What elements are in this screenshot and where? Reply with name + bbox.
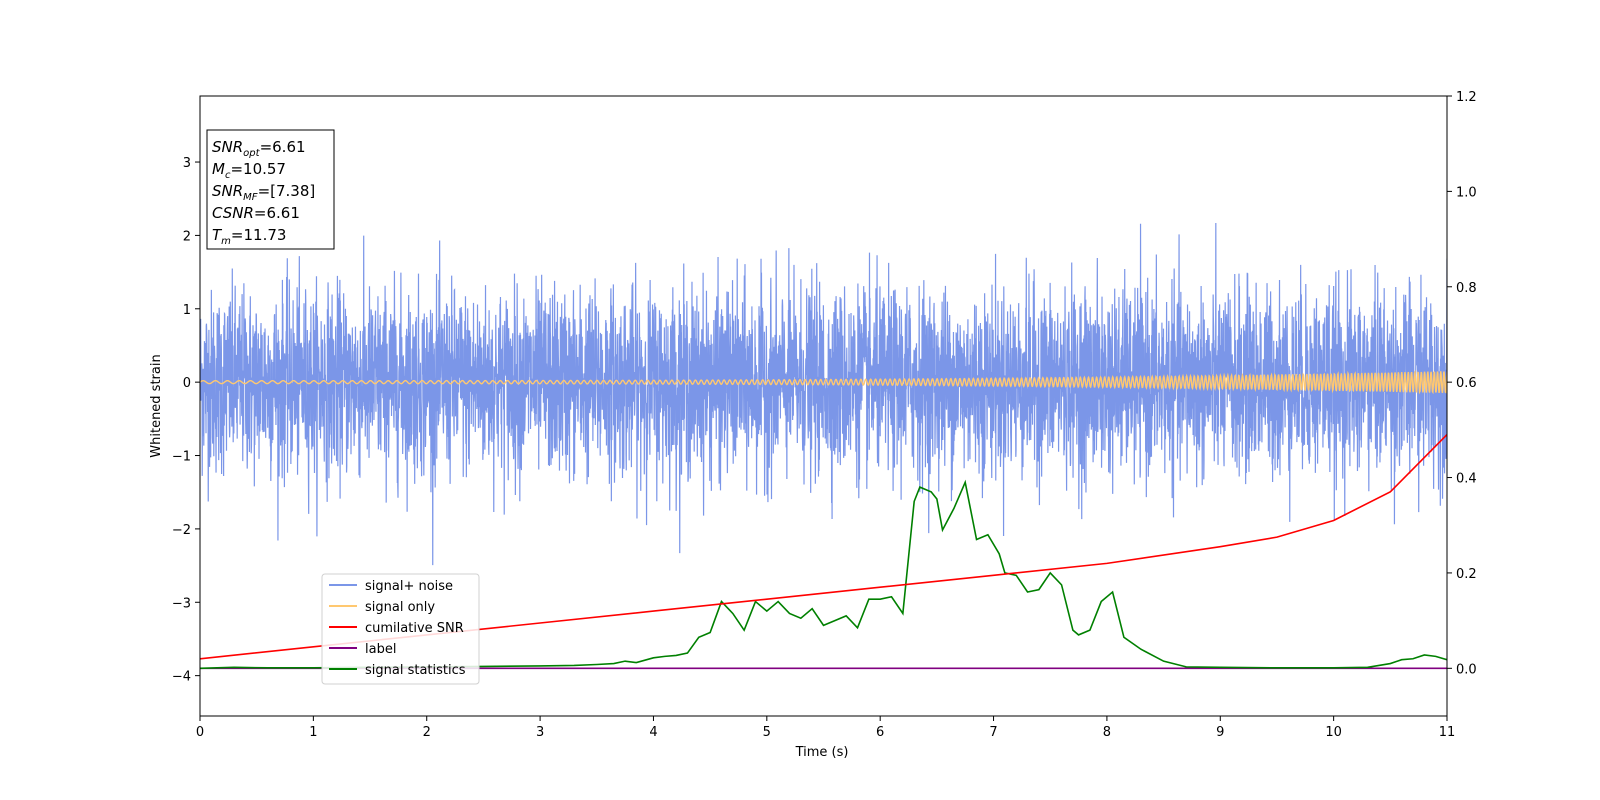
y-axis-left: −4 −3 −2 −1 0 1 2 3 [172,156,200,685]
info-box-line: SNRMF=[7.38] [212,182,315,203]
x-tick-label: 0 [196,725,204,740]
y-right-tick-label: 1.0 [1456,185,1477,200]
info-symbol: M [212,160,225,178]
x-tick-label: 5 [763,725,771,740]
y-left-tick-label: 0 [183,376,191,391]
info-box: SNRopt=6.61Mc=10.57SNRMF=[7.38]CSNR=6.61… [206,129,335,250]
y-right-tick-label: 0.8 [1456,281,1477,296]
legend: signal+ noise signal only cumilative SNR la… [321,573,480,685]
legend-label: signal only [365,600,435,615]
info-subscript: MF [243,192,258,203]
legend-frame [321,573,480,685]
y-right-tick-label: 1.2 [1456,90,1477,105]
info-symbol: SNR [212,182,243,200]
y-left-tick-label: 2 [183,229,191,244]
y-axis-right: 0.0 0.2 0.4 0.6 0.8 1.0 1.2 [1447,90,1477,677]
x-tick-label: 4 [649,725,657,740]
info-symbol: SNR [212,138,243,156]
x-tick-label: 1 [309,725,317,740]
info-value: =10.57 [230,160,286,178]
y-left-tick-label: −4 [172,670,191,685]
x-tick-label: 9 [1216,725,1224,740]
info-value: =[7.38] [258,182,316,200]
info-box-line: SNRopt=6.61 [212,138,306,159]
y-right-tick-label: 0.6 [1456,376,1477,391]
x-axis: 0 1 2 3 4 5 6 7 8 9 10 11 [196,716,1455,740]
y-left-tick-label: −1 [172,450,191,465]
x-tick-label: 8 [1103,725,1111,740]
y-left-tick-label: −3 [172,596,191,611]
info-box-line: Tm=11.73 [212,226,286,247]
info-value: =11.73 [231,226,287,244]
x-tick-label: 2 [423,725,431,740]
x-tick-label: 10 [1325,725,1342,740]
y-axis-label: Whitened strain [149,354,164,457]
y-right-tick-label: 0.4 [1456,472,1477,487]
series-signal-only [200,369,1447,395]
series-signal-statistics [200,479,1447,670]
info-value: =6.61 [254,204,300,222]
y-left-tick-label: 3 [183,156,191,171]
series-signal-noise [200,222,1447,566]
info-symbol: T [212,226,223,244]
legend-label: cumilative SNR [365,621,464,636]
x-tick-label: 7 [989,725,997,740]
info-box-line: CSNR=6.61 [212,204,300,222]
legend-label: signal statistics [365,663,466,678]
y-right-tick-label: 0.2 [1456,567,1477,582]
x-tick-label: 3 [536,725,544,740]
x-axis-label: Time (s) [795,745,849,760]
x-tick-label: 6 [876,725,884,740]
plot-frame [199,95,1448,717]
info-subscript: c [225,170,231,181]
info-symbol: CSNR [212,204,254,222]
info-box-line: Mc=10.57 [212,160,286,181]
legend-label: label [365,642,396,657]
y-right-tick-label: 0.0 [1456,662,1477,677]
y-left-tick-label: −2 [172,523,191,538]
y-left-tick-label: 1 [183,303,191,318]
x-tick-label: 11 [1439,725,1456,740]
info-value: =6.61 [260,138,306,156]
legend-label: signal+ noise [365,579,453,594]
info-subscript: m [221,236,231,247]
info-subscript: opt [243,148,260,159]
info-box-frame [206,129,335,250]
